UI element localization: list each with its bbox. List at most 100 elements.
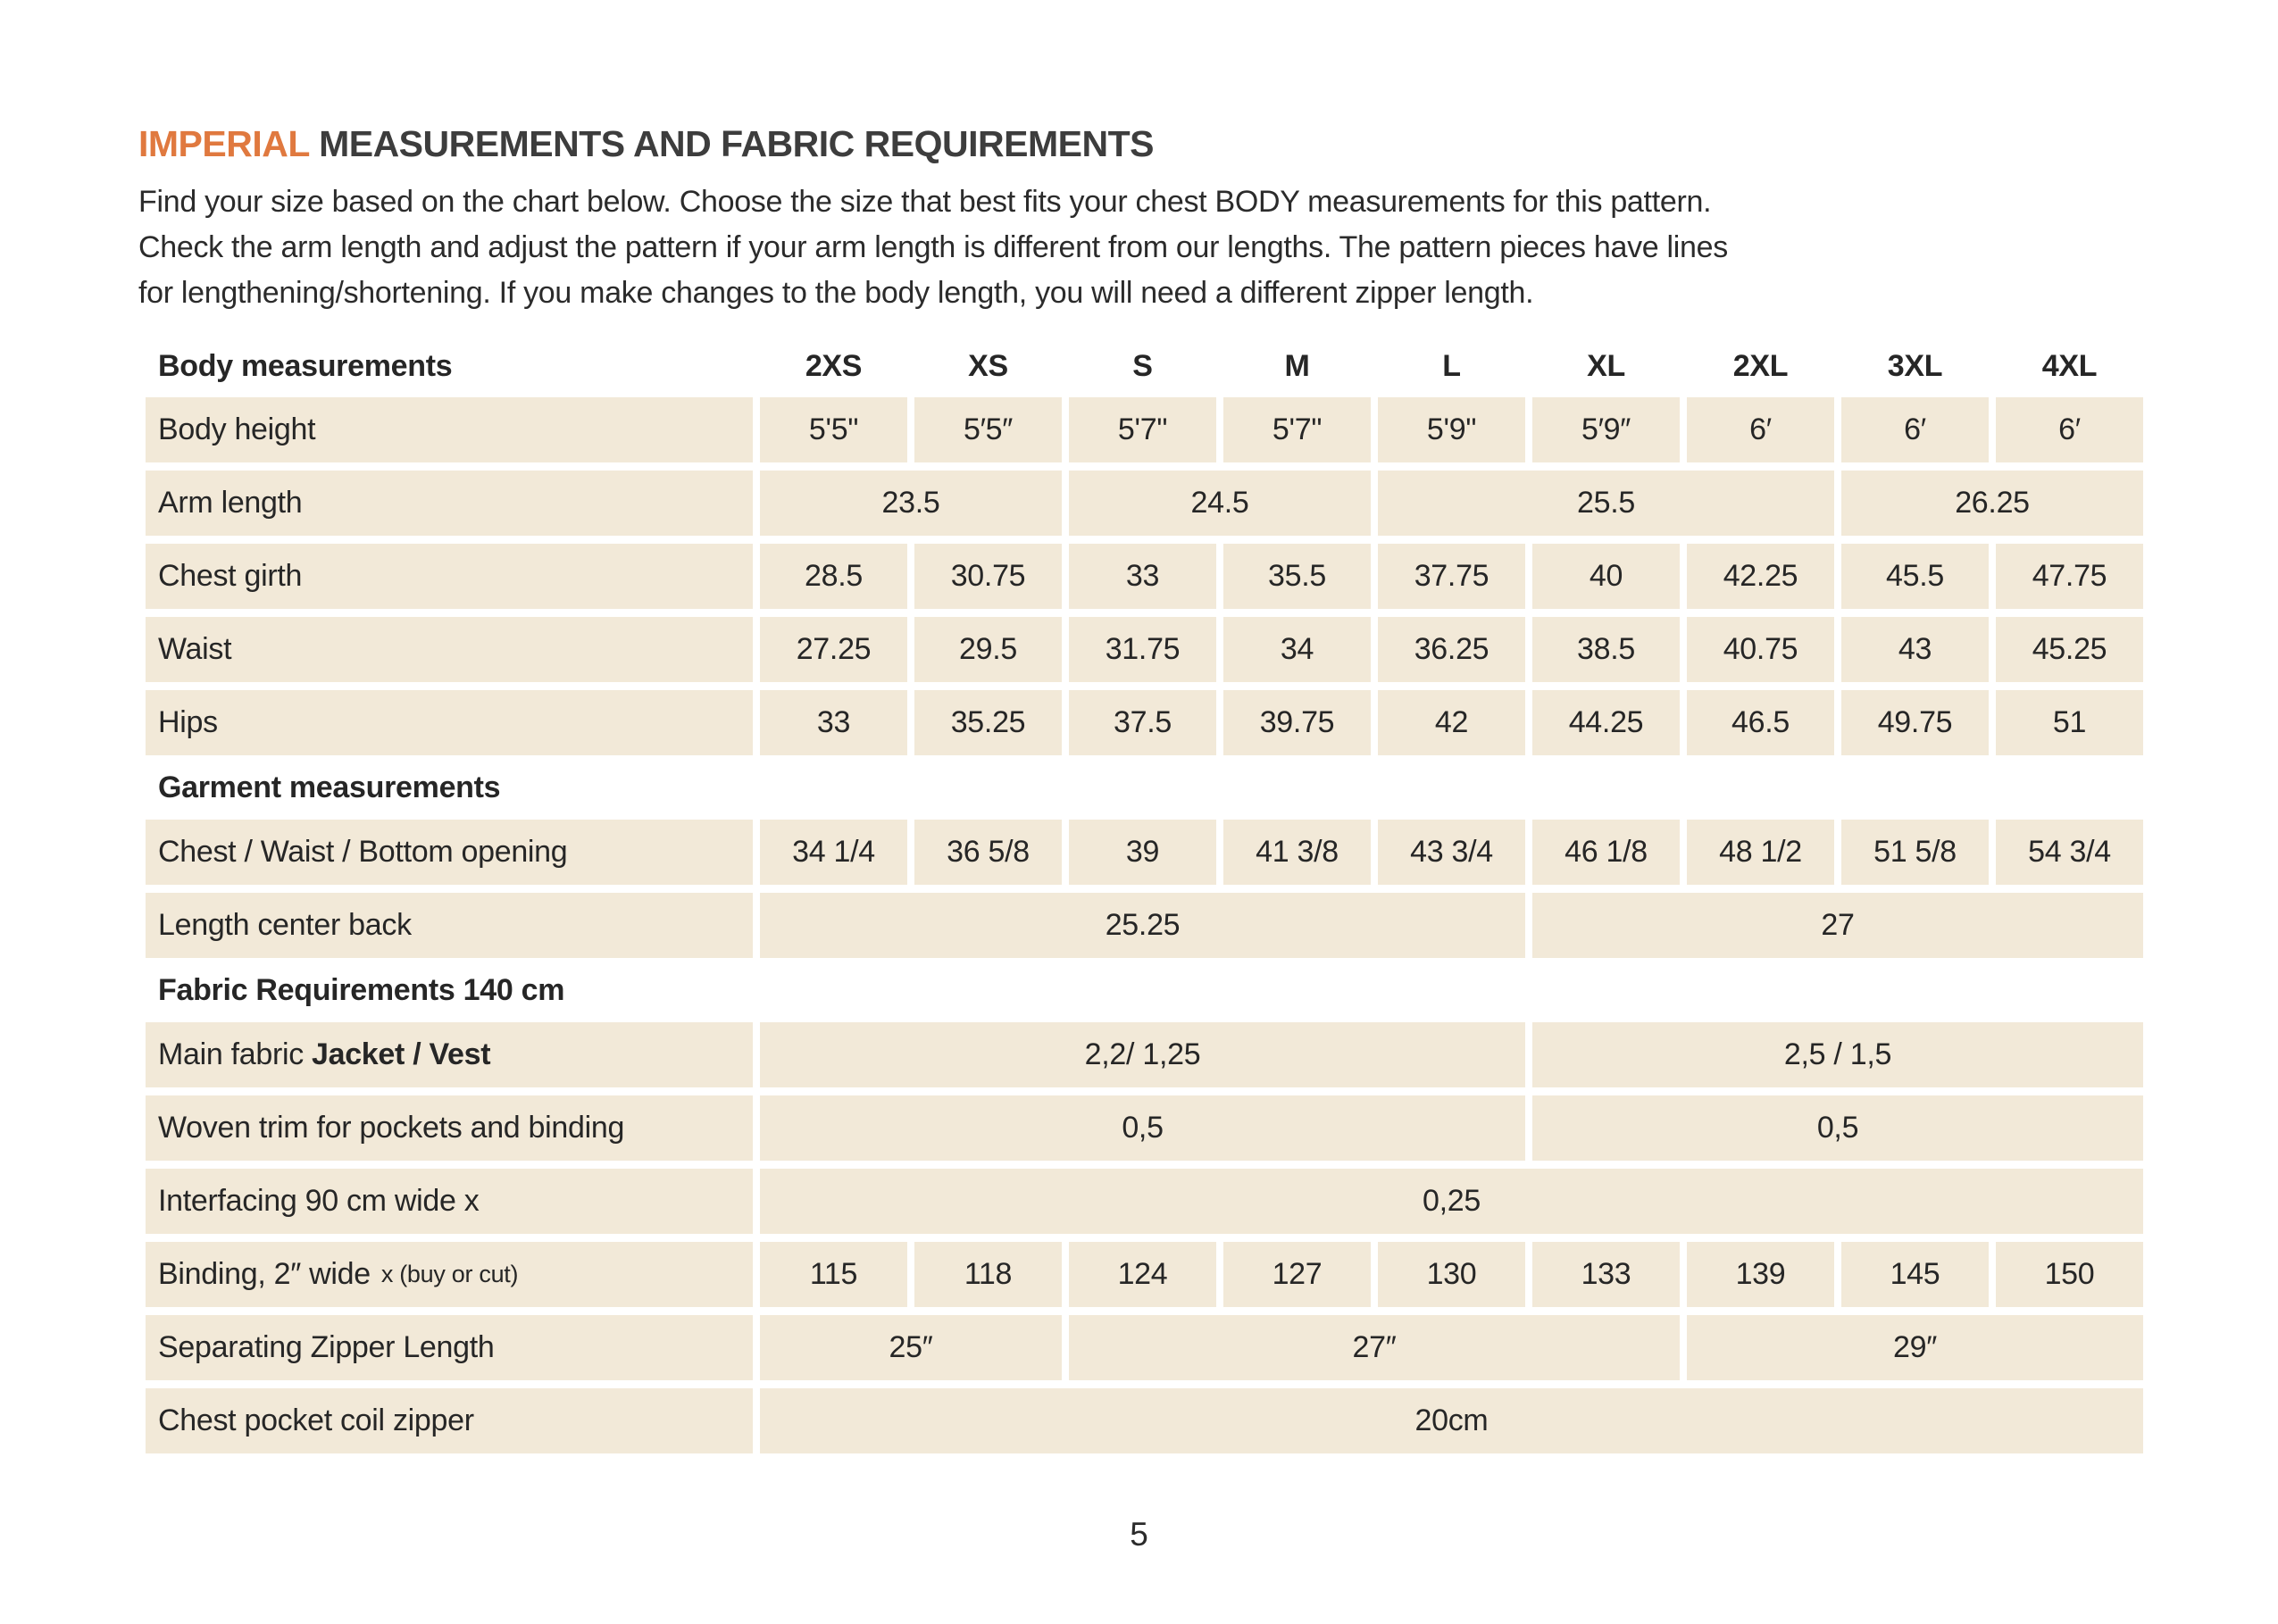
value-cell: 130 [1378,1242,1525,1307]
row-label-text: Hips [158,705,218,739]
value-cell: 133 [1532,1242,1680,1307]
intro-line: for lengthening/shortening. If you make … [138,276,1534,310]
size-column-header: XL [1587,348,1625,383]
value-cell: 43 [1841,617,1989,682]
value-cell: 42 [1378,690,1525,755]
size-column-header: M [1284,348,1310,383]
size-column-header: 3XL [1887,348,1943,383]
value-cell: 42.25 [1687,544,1834,609]
row-label-text: Body height [158,412,316,446]
row-label: Hips [146,690,753,755]
value-cell: 27 [1532,893,2143,958]
row-label-text: Binding, 2″ wide [158,1257,371,1291]
row-label-text: Main fabric [158,1037,304,1071]
value-cell: 38.5 [1532,617,1680,682]
intro-line: Check the arm length and adjust the patt… [138,230,1728,264]
value-cell: 0,5 [760,1095,1525,1161]
row-label: Chest / Waist / Bottom opening [146,820,753,885]
value-cell: 34 [1223,617,1371,682]
value-cell: 39 [1069,820,1216,885]
intro-line: Find your size based on the chart below.… [138,185,1712,219]
value-cell: 5′5″ [914,397,1062,462]
row-label-text: Chest girth [158,559,303,593]
value-cell: 26.25 [1841,471,2143,536]
size-column-header: 2XL [1732,348,1789,383]
value-cell: 24.5 [1069,471,1371,536]
row-label-text: Interfacing 90 cm wide x [158,1184,480,1218]
value-cell: 46 1/8 [1532,820,1680,885]
value-cell: 127 [1223,1242,1371,1307]
value-cell: 20cm [760,1388,2143,1453]
value-cell: 6′ [1687,397,1834,462]
value-cell: 43 3/4 [1378,820,1525,885]
value-cell: 5'9" [1378,397,1525,462]
value-cell: 118 [914,1242,1062,1307]
row-label-text: Chest pocket coil zipper [158,1403,474,1437]
value-cell: 36.25 [1378,617,1525,682]
row-label: Waist [146,617,753,682]
value-cell: 33 [1069,544,1216,609]
row-label-text: Waist [158,632,232,666]
value-cell: 34 1/4 [760,820,907,885]
row-label-text: Length center back [158,908,412,942]
value-cell: 145 [1841,1242,1989,1307]
size-column-header: 4XL [2041,348,2098,383]
value-cell: 5'7" [1223,397,1371,462]
value-cell: 6′ [1841,397,1989,462]
value-cell: 124 [1069,1242,1216,1307]
row-label: Separating Zipper Length [146,1315,753,1380]
row-label: Arm length [146,471,753,536]
row-label: Body height [146,397,753,462]
value-cell: 33 [760,690,907,755]
value-cell: 115 [760,1242,907,1307]
size-column-header: 2XS [805,348,863,383]
value-cell: 5'7" [1069,397,1216,462]
size-table: Body measurements 2XS XS S M L XL 2XL 3XL 4XL Body… [146,343,2148,1453]
page-content: IMPERIAL MEASUREMENTS AND FABRIC REQUIRE… [138,123,2148,1453]
row-label: Interfacing 90 cm wide x [146,1169,753,1234]
value-cell: 45.5 [1841,544,1989,609]
value-cell: 5′9″ [1532,397,1680,462]
value-cell: 51 5/8 [1841,820,1989,885]
value-cell: 23.5 [760,471,1062,536]
row-label: Binding, 2″ wide x (buy or cut) [146,1242,753,1307]
value-cell: 40.75 [1687,617,1834,682]
value-cell: 2,5 / 1,5 [1532,1022,2143,1087]
value-cell: 25.5 [1378,471,1834,536]
value-cell: 29″ [1687,1315,2143,1380]
value-cell: 41 3/8 [1223,820,1371,885]
size-column-header: S [1132,348,1153,383]
value-cell: 25.25 [760,893,1525,958]
title-rest: MEASUREMENTS AND FABRIC REQUIREMENTS [319,123,1154,164]
page-title: IMPERIAL MEASUREMENTS AND FABRIC REQUIRE… [138,123,2148,165]
row-label-text: Arm length [158,486,303,520]
value-cell: 37.5 [1069,690,1216,755]
value-cell: 44.25 [1532,690,1680,755]
value-cell: 54 3/4 [1996,820,2143,885]
section-header: Fabric Requirements 140 cm [158,972,565,1007]
value-cell: 49.75 [1841,690,1989,755]
value-cell: 28.5 [760,544,907,609]
value-cell: 2,2/ 1,25 [760,1022,1525,1087]
value-cell: 0,25 [760,1169,2143,1234]
title-accent: IMPERIAL [138,123,310,164]
value-cell: 45.25 [1996,617,2143,682]
row-label-small-text: x (buy or cut) [380,1261,519,1287]
size-column-header: L [1442,348,1461,383]
value-cell: 29.5 [914,617,1062,682]
page-number: 5 [1130,1516,1148,1553]
section-header: Garment measurements [158,770,501,804]
value-cell: 30.75 [914,544,1062,609]
value-cell: 0,5 [1532,1095,2143,1161]
value-cell: 25″ [760,1315,1062,1380]
row-label-text: Separating Zipper Length [158,1330,495,1364]
table-header-label: Body measurements [158,348,453,383]
row-label: Length center back [146,893,753,958]
value-cell: 48 1/2 [1687,820,1834,885]
value-cell: 27.25 [760,617,907,682]
value-cell: 5'5" [760,397,907,462]
row-label: Chest girth [146,544,753,609]
value-cell: 40 [1532,544,1680,609]
row-label: Woven trim for pockets and binding [146,1095,753,1161]
